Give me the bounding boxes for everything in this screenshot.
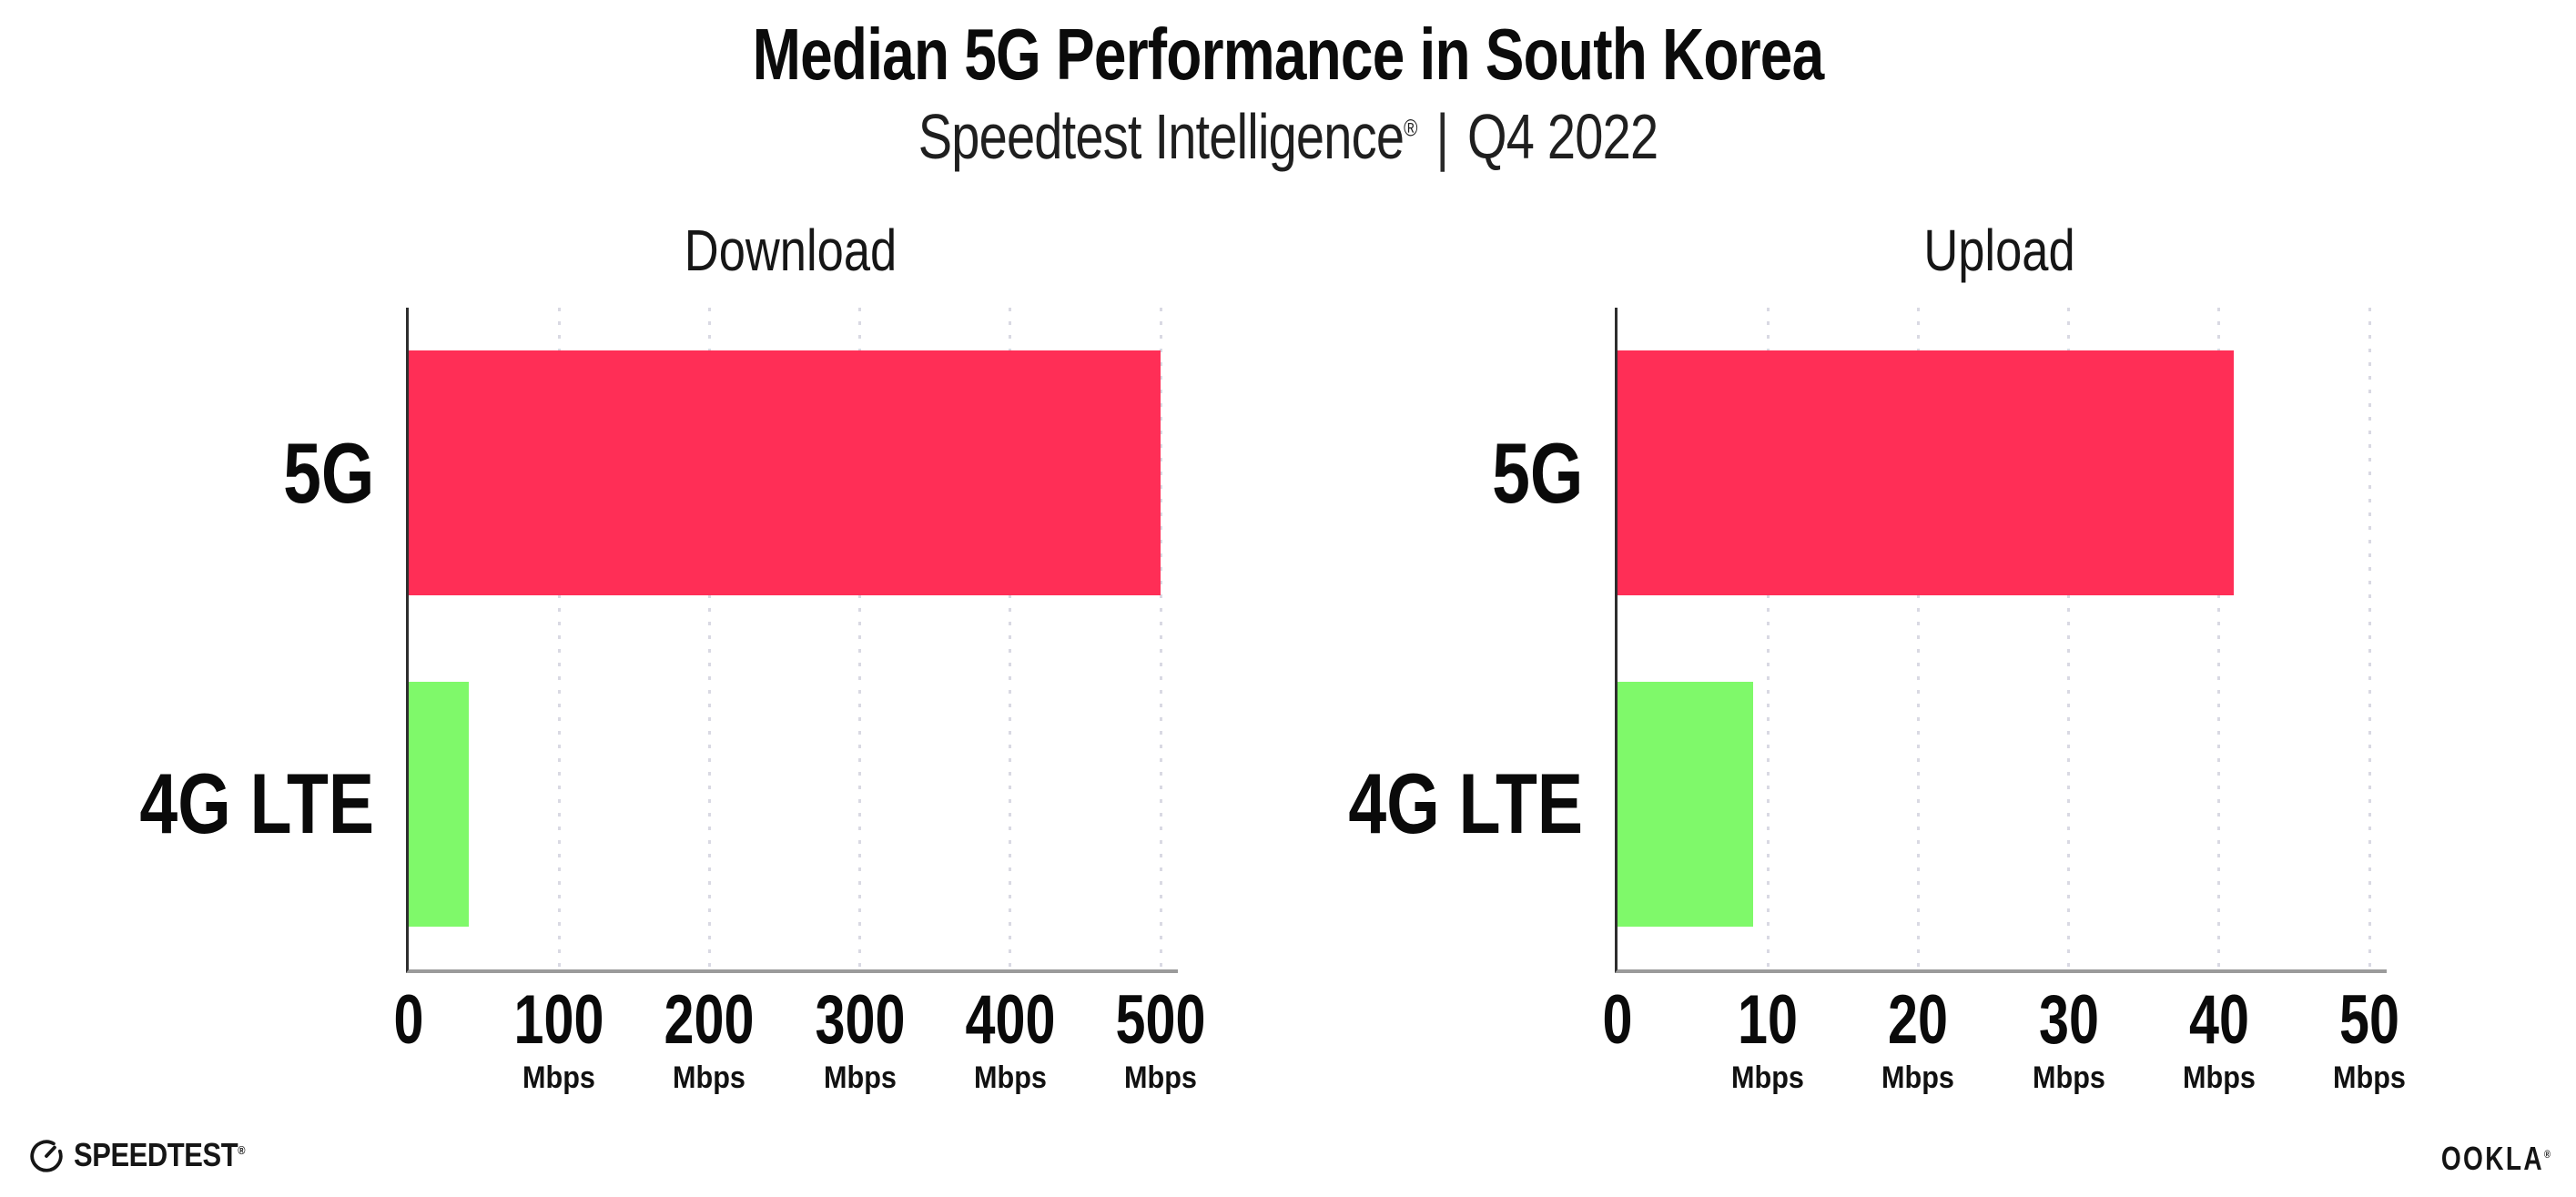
x-tick-value: 0 bbox=[1602, 981, 1633, 1059]
gridline-30 bbox=[2067, 308, 2071, 969]
x-tick-30: 30 Mbps bbox=[2028, 981, 2109, 1095]
x-tick-unit: Mbps bbox=[1881, 1060, 1955, 1095]
speedtest-wordmark: SPEEDTEST® bbox=[74, 1136, 246, 1173]
gridline-50 bbox=[2368, 308, 2371, 969]
subtitle-separator: | bbox=[1435, 101, 1450, 172]
page-subtitle: Speedtest Intelligence® | Q4 2022 bbox=[258, 100, 2318, 173]
x-tick-value: 20 bbox=[1888, 981, 1949, 1059]
gridline-100 bbox=[557, 308, 561, 969]
registered-mark: ® bbox=[238, 1143, 246, 1157]
speedtest-logo: SPEEDTEST® bbox=[27, 1136, 273, 1174]
page-title: Median 5G Performance in South Korea bbox=[752, 14, 1825, 95]
x-tick-unit: Mbps bbox=[1124, 1060, 1197, 1095]
category-label-4g-lte: 4G LTE bbox=[1348, 756, 1583, 852]
ookla-logo: OOKLA® bbox=[2441, 1140, 2551, 1177]
gridline-20 bbox=[1916, 308, 1920, 969]
x-tick-50: 50 Mbps bbox=[2329, 981, 2410, 1095]
x-tick-value: 100 bbox=[513, 981, 604, 1059]
x-tick-value: 400 bbox=[965, 981, 1056, 1059]
x-tick-400: 400 Mbps bbox=[952, 981, 1068, 1095]
download-plot: 0 100 Mbps 200 Mbps 300 Mbps 400 Mbps 500 Mbps 5G 4G… bbox=[139, 308, 1205, 1093]
x-tick-0: 0 bbox=[1598, 986, 1637, 1055]
x-tick-unit: Mbps bbox=[973, 1060, 1047, 1095]
chart-title-download: Download bbox=[684, 218, 898, 283]
x-tick-value: 10 bbox=[1738, 981, 1799, 1059]
bar-4g-lte bbox=[409, 681, 470, 927]
x-tick-value: 300 bbox=[815, 981, 906, 1059]
category-label-4g-lte: 4G LTE bbox=[139, 756, 374, 852]
gridline-300 bbox=[858, 308, 862, 969]
bar-5g bbox=[1618, 350, 2235, 596]
subtitle-period: Q4 2022 bbox=[1467, 101, 1658, 172]
x-tick-20: 20 Mbps bbox=[1878, 981, 1959, 1095]
x-tick-value: 0 bbox=[393, 981, 424, 1059]
x-tick-300: 300 Mbps bbox=[802, 981, 918, 1095]
x-tick-unit: Mbps bbox=[2032, 1060, 2105, 1095]
category-label-5g: 5G bbox=[282, 424, 374, 521]
x-tick-unit: Mbps bbox=[823, 1060, 897, 1095]
x-tick-unit: Mbps bbox=[2182, 1060, 2256, 1095]
bar-5g bbox=[409, 350, 1161, 596]
chart-title-upload: Upload bbox=[1923, 218, 2075, 283]
x-tick-unit: Mbps bbox=[2333, 1060, 2406, 1095]
category-label-5g: 5G bbox=[1491, 424, 1583, 521]
x-tick-0: 0 bbox=[390, 986, 428, 1055]
x-tick-value: 40 bbox=[2188, 981, 2249, 1059]
speedtest-gauge-icon bbox=[30, 1140, 63, 1172]
x-tick-unit: Mbps bbox=[1731, 1060, 1805, 1095]
registered-mark: ® bbox=[1404, 114, 1417, 142]
x-tick-unit: Mbps bbox=[522, 1060, 596, 1095]
x-tick-200: 200 Mbps bbox=[652, 981, 767, 1095]
x-tick-value: 200 bbox=[664, 981, 755, 1059]
gridline-200 bbox=[707, 308, 711, 969]
x-tick-unit: Mbps bbox=[673, 1060, 746, 1095]
x-tick-100: 100 Mbps bbox=[502, 981, 617, 1095]
x-tick-value: 500 bbox=[1115, 981, 1206, 1059]
gridline-10 bbox=[1766, 308, 1770, 969]
x-tick-40: 40 Mbps bbox=[2178, 981, 2259, 1095]
x-tick-500: 500 Mbps bbox=[1103, 981, 1219, 1095]
x-tick-value: 30 bbox=[2038, 981, 2099, 1059]
bar-4g-lte bbox=[1618, 681, 1753, 927]
gridline-400 bbox=[1009, 308, 1012, 969]
subtitle-brand: Speedtest Intelligence bbox=[918, 101, 1405, 172]
x-tick-value: 50 bbox=[2339, 981, 2399, 1059]
gridline-500 bbox=[1159, 308, 1162, 969]
registered-mark: ® bbox=[2544, 1148, 2551, 1161]
upload-plot: 0 10 Mbps 20 Mbps 30 Mbps 40 Mbps 50 Mbps 5G 4G LTE bbox=[1348, 308, 2406, 1093]
x-tick-10: 10 Mbps bbox=[1728, 981, 1809, 1095]
gridline-40 bbox=[2217, 308, 2221, 969]
